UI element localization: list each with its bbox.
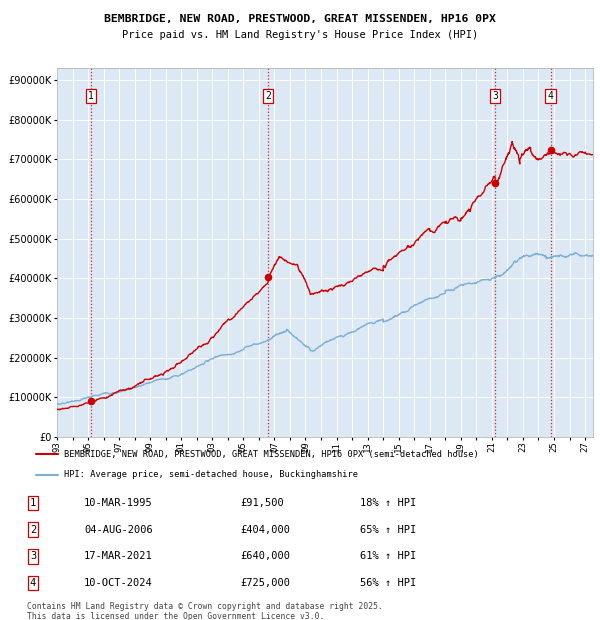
Text: Contains HM Land Registry data © Crown copyright and database right 2025.
This d: Contains HM Land Registry data © Crown c… — [27, 602, 383, 620]
Text: 65% ↑ HPI: 65% ↑ HPI — [360, 525, 416, 535]
Text: 56% ↑ HPI: 56% ↑ HPI — [360, 578, 416, 588]
Text: 1: 1 — [30, 498, 36, 508]
Text: 2: 2 — [30, 525, 36, 535]
Text: 3: 3 — [492, 91, 498, 101]
Text: 61% ↑ HPI: 61% ↑ HPI — [360, 551, 416, 562]
Text: £404,000: £404,000 — [240, 525, 290, 535]
Text: £91,500: £91,500 — [240, 498, 284, 508]
Text: HPI: Average price, semi-detached house, Buckinghamshire: HPI: Average price, semi-detached house,… — [64, 470, 358, 479]
Text: 2: 2 — [265, 91, 271, 101]
Text: 4: 4 — [548, 91, 553, 101]
Text: £640,000: £640,000 — [240, 551, 290, 562]
Text: 3: 3 — [30, 551, 36, 562]
Text: 1: 1 — [88, 91, 94, 101]
Text: £725,000: £725,000 — [240, 578, 290, 588]
Text: 10-MAR-1995: 10-MAR-1995 — [84, 498, 153, 508]
Text: BEMBRIDGE, NEW ROAD, PRESTWOOD, GREAT MISSENDEN, HP16 0PX: BEMBRIDGE, NEW ROAD, PRESTWOOD, GREAT MI… — [104, 14, 496, 24]
Text: 17-MAR-2021: 17-MAR-2021 — [84, 551, 153, 562]
Text: BEMBRIDGE, NEW ROAD, PRESTWOOD, GREAT MISSENDEN, HP16 0PX (semi-detached house): BEMBRIDGE, NEW ROAD, PRESTWOOD, GREAT MI… — [64, 450, 479, 459]
Text: Price paid vs. HM Land Registry's House Price Index (HPI): Price paid vs. HM Land Registry's House … — [122, 30, 478, 40]
Text: 10-OCT-2024: 10-OCT-2024 — [84, 578, 153, 588]
Text: 4: 4 — [30, 578, 36, 588]
Text: 04-AUG-2006: 04-AUG-2006 — [84, 525, 153, 535]
Text: 18% ↑ HPI: 18% ↑ HPI — [360, 498, 416, 508]
